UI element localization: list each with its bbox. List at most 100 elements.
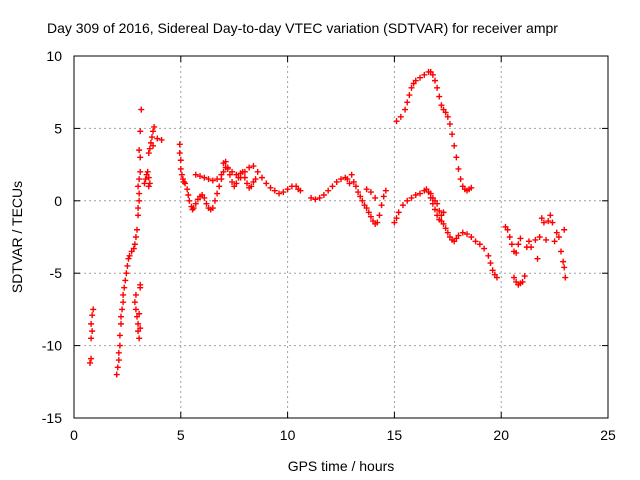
data-point [382,187,389,194]
data-point [88,320,95,327]
data-point [378,202,385,209]
data-point [333,178,340,185]
data-point [190,205,197,212]
data-point [436,93,443,100]
data-point [408,194,415,201]
data-point [138,106,145,113]
data-point [444,229,451,236]
data-point [192,200,199,207]
data-point [123,270,130,277]
data-point [137,128,144,135]
data-point [455,165,462,172]
data-point [130,245,137,252]
data-point [417,74,424,81]
data-point [263,180,270,187]
data-point [555,234,562,240]
data-point [244,180,251,187]
data-point [449,131,456,138]
data-point [513,249,520,256]
data-point [560,258,567,265]
data-point [271,187,278,194]
data-point [547,212,554,219]
x-tick-label: 5 [177,427,185,443]
y-tick-label: -5 [50,265,63,281]
data-point [391,219,398,226]
data-point [186,197,193,204]
data-point [325,187,332,194]
data-point [137,154,144,161]
data-point [521,273,528,280]
data-point [515,241,522,248]
data-point [404,197,411,204]
data-point [367,189,374,196]
data-point [184,186,191,193]
data-point [380,193,387,200]
data-point [185,192,192,199]
data-point [122,277,129,284]
data-point [137,281,144,288]
data-point [538,215,545,222]
data-point [468,184,475,191]
data-point [534,255,541,262]
data-point [551,238,558,245]
data-point [543,236,550,243]
data-point [363,186,370,193]
data-point [258,174,265,181]
data-point [525,238,532,245]
x-axis-label: GPS time / hours [288,458,395,474]
data-point [222,158,229,165]
data-point [203,200,210,207]
data-point [434,200,441,207]
y-axis-label: SDTVAR / TECUs [9,181,25,293]
data-point [308,194,315,201]
data-point [120,291,127,298]
data-point [506,234,513,240]
data-point [209,205,216,212]
data-point [144,168,151,175]
y-tick-label: -10 [42,338,62,354]
data-point [233,180,240,187]
data-point [224,164,231,171]
data-point [136,147,143,154]
data-point [444,113,451,120]
data-point [438,102,445,109]
data-point [205,176,212,183]
data-point [427,190,434,197]
data-point [121,284,128,291]
data-point [146,180,153,187]
data-point [532,236,539,243]
data-point [178,171,185,178]
data-point [179,176,186,183]
data-point [431,77,438,84]
data-point [562,274,569,281]
data-point [476,241,483,248]
data-point [136,310,143,317]
data-point [87,359,94,366]
data-point [442,109,449,116]
data-point [146,145,153,152]
data-point [453,154,460,161]
data-point [113,371,120,378]
data-point [316,194,323,201]
data-point [201,194,208,201]
data-point [372,194,379,201]
data-point [135,205,142,212]
data-point [481,245,488,252]
data-point [404,99,411,106]
data-point [276,190,283,197]
data-point [117,313,124,320]
data-point [214,190,221,197]
data-point [136,197,143,204]
data-point [528,244,535,251]
data-point [545,218,552,225]
data-point [455,232,462,239]
data-point [352,183,359,190]
data-point [88,335,95,342]
data-point [119,306,126,313]
data-point [89,328,96,335]
data-point [363,205,370,212]
data-point [233,171,240,178]
data-point [508,241,515,248]
data-point [459,229,466,236]
